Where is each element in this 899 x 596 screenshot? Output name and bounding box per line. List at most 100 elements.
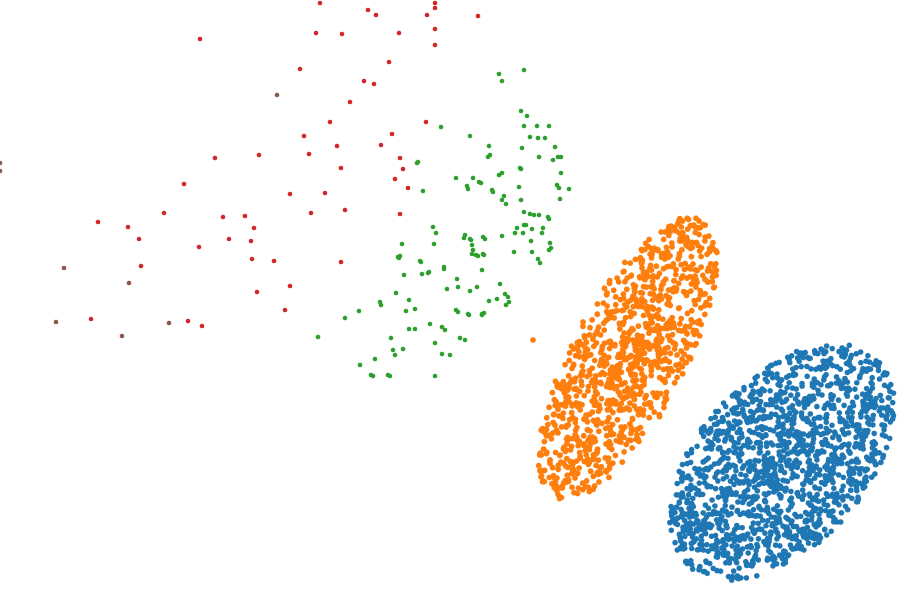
- data-point: [663, 292, 669, 299]
- data-point: [669, 331, 676, 338]
- data-point: [688, 507, 694, 514]
- data-point: [620, 291, 627, 297]
- data-point: [676, 305, 683, 311]
- data-point: [599, 420, 605, 427]
- data-point: [836, 410, 843, 416]
- data-point: [781, 469, 788, 476]
- data-point: [761, 453, 768, 460]
- data-point: [719, 450, 726, 457]
- data-point: [848, 487, 854, 494]
- data-point: [793, 523, 800, 530]
- data-point: [694, 320, 701, 326]
- data-point: [731, 538, 738, 545]
- data-point: [636, 391, 643, 398]
- data-point: [512, 230, 518, 236]
- data-point: [852, 386, 858, 393]
- data-point: [786, 433, 792, 439]
- data-point: [692, 267, 699, 273]
- data-point: [551, 411, 557, 418]
- data-point: [585, 484, 592, 491]
- data-point: [580, 432, 587, 439]
- data-point: [505, 294, 511, 300]
- data-point: [879, 397, 885, 404]
- data-point: [761, 462, 767, 468]
- data-point: [686, 264, 692, 270]
- data-point: [673, 228, 680, 234]
- data-point: [712, 414, 718, 421]
- data-point: [594, 328, 600, 335]
- data-point: [823, 507, 829, 514]
- data-point: [615, 389, 622, 395]
- data-point: [708, 415, 714, 422]
- data-point: [447, 352, 453, 358]
- data-point: [733, 467, 739, 474]
- data-point: [663, 389, 670, 396]
- data-point: [833, 445, 839, 451]
- data-point: [696, 546, 702, 553]
- data-point: [671, 379, 678, 386]
- data-point: [747, 462, 753, 469]
- data-point: [789, 426, 795, 432]
- data-point: [854, 487, 860, 494]
- data-point: [665, 299, 672, 306]
- data-point: [701, 480, 708, 486]
- data-point: [453, 307, 459, 313]
- data-point: [853, 459, 859, 465]
- data-point: [795, 400, 801, 407]
- data-point: [881, 427, 887, 433]
- data-point: [848, 418, 855, 425]
- data-point: [762, 541, 769, 548]
- data-point: [804, 476, 810, 482]
- data-point: [635, 436, 641, 443]
- data-point: [497, 281, 503, 287]
- data-point: [342, 207, 348, 213]
- data-point: [815, 387, 821, 394]
- data-point: [684, 215, 691, 222]
- data-point: [796, 436, 803, 442]
- data-point: [743, 472, 749, 479]
- data-point: [181, 181, 187, 187]
- data-point: [537, 260, 543, 266]
- data-point: [764, 518, 771, 524]
- data-point: [833, 374, 840, 380]
- data-point: [683, 345, 690, 351]
- data-point: [627, 400, 633, 406]
- data-point: [750, 528, 756, 534]
- data-point: [883, 371, 889, 378]
- data-point: [673, 266, 679, 273]
- data-point: [838, 510, 845, 516]
- data-point: [836, 456, 842, 463]
- data-point: [625, 335, 631, 342]
- data-point: [679, 461, 686, 468]
- data-point: [628, 273, 634, 279]
- data-point: [764, 535, 771, 542]
- data-point: [717, 568, 724, 574]
- data-point: [713, 517, 720, 523]
- data-point: [701, 517, 707, 524]
- data-point: [801, 404, 808, 411]
- data-point: [708, 428, 714, 434]
- data-point: [796, 528, 803, 535]
- data-point: [682, 260, 689, 267]
- data-point: [616, 437, 623, 444]
- data-point: [535, 462, 542, 469]
- data-point: [412, 306, 418, 312]
- data-point: [853, 483, 859, 489]
- data-point: [754, 373, 761, 380]
- data-point: [722, 403, 729, 410]
- data-point: [607, 406, 613, 413]
- data-point: [823, 419, 830, 426]
- data-point: [621, 259, 628, 266]
- data-point: [812, 464, 819, 471]
- data-point: [486, 143, 492, 149]
- data-point: [655, 364, 662, 371]
- data-point: [582, 415, 589, 422]
- data-point: [719, 527, 725, 534]
- data-point: [700, 547, 707, 553]
- data-point: [591, 393, 598, 400]
- data-point: [832, 430, 838, 437]
- data-point: [762, 376, 769, 383]
- data-point: [798, 410, 805, 416]
- data-point: [540, 428, 547, 435]
- data-point: [810, 383, 816, 390]
